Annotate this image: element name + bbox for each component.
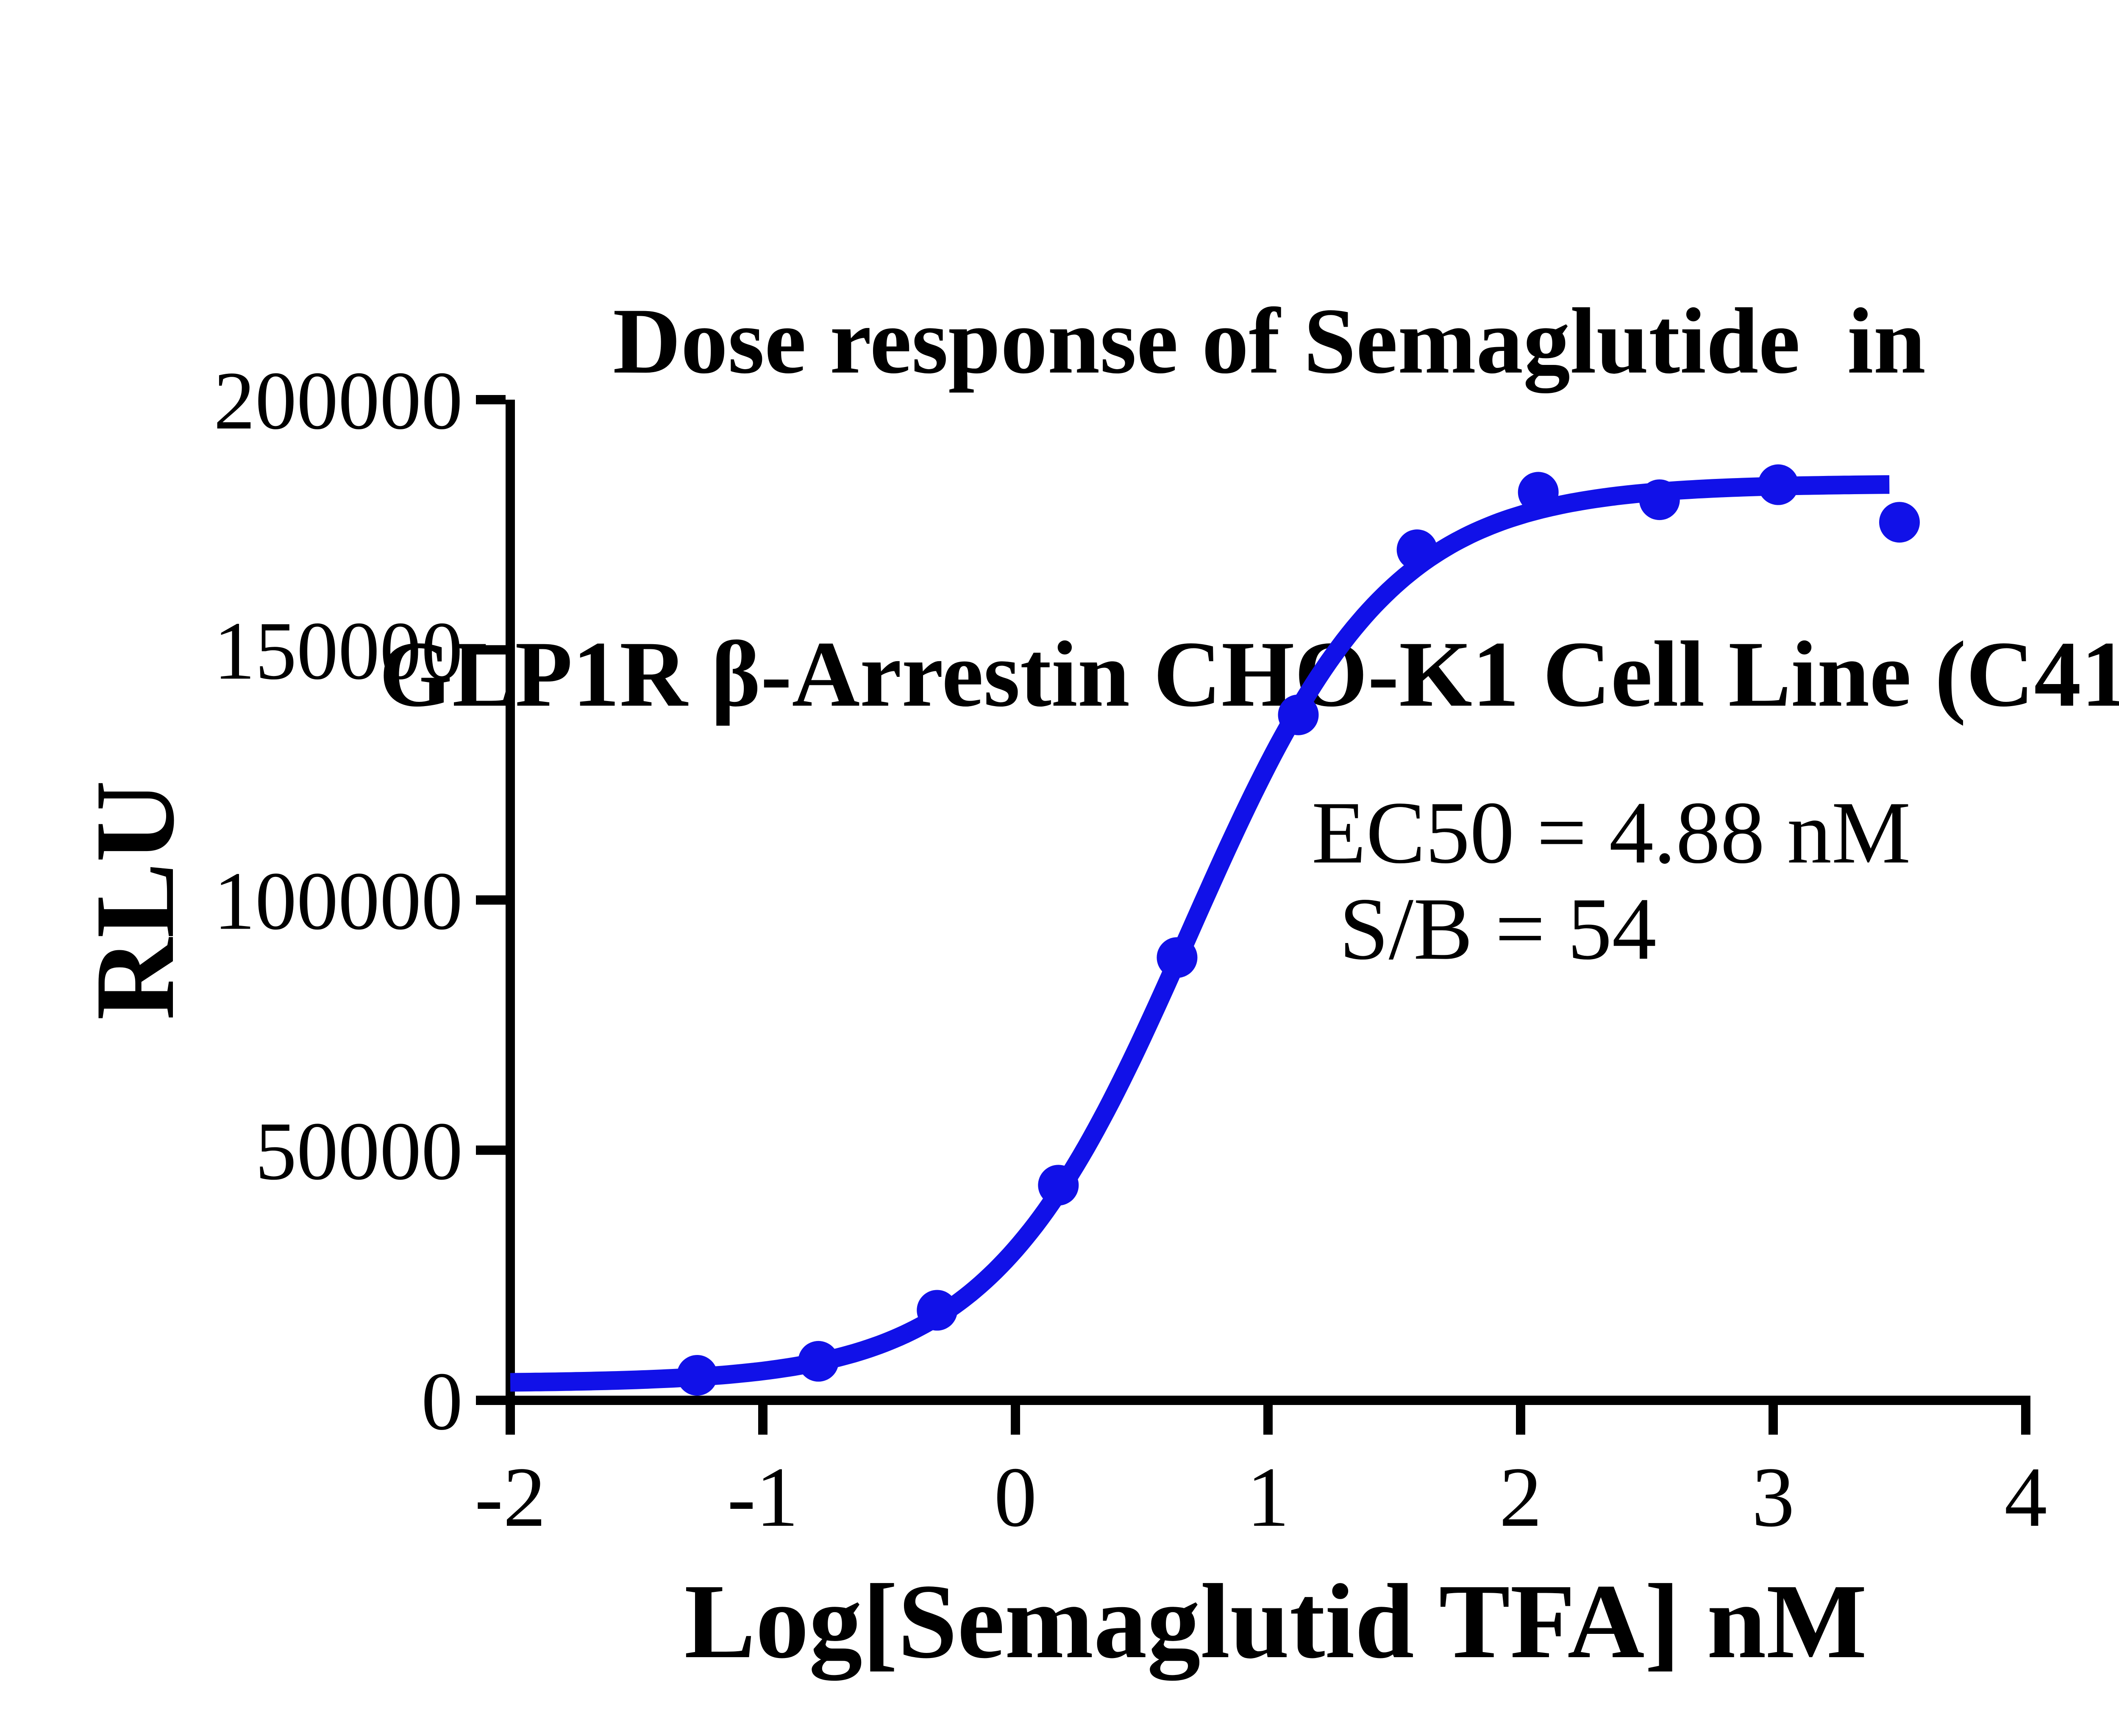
- data-point: [1518, 472, 1559, 513]
- data-point: [1396, 529, 1438, 570]
- chart-title-line1: Dose response of Semaglutide in: [613, 289, 1926, 393]
- data-point: [1757, 464, 1799, 505]
- data-point: [917, 1290, 958, 1331]
- data-point: [798, 1341, 839, 1382]
- x-tick-label: 2: [1499, 1449, 1542, 1544]
- x-axis-title: Log[Semaglutid TFA] nM: [684, 1562, 1867, 1680]
- data-point: [1639, 479, 1680, 520]
- data-point: [677, 1355, 718, 1396]
- data-point: [1038, 1165, 1079, 1206]
- x-tick-label: 4: [2005, 1449, 2047, 1544]
- x-tick-label: -2: [475, 1449, 546, 1544]
- data-point: [1157, 937, 1198, 978]
- chart-title-line2: GLP1R β-Arrestin CHO-K1 Cell Line (C41): [379, 622, 2119, 726]
- y-tick-label: 150000: [214, 605, 463, 697]
- x-tick-label: 3: [1752, 1449, 1795, 1544]
- ec50-annotation: EC50 = 4.88 nM: [1312, 784, 1911, 882]
- y-tick-label: 100000: [214, 855, 463, 947]
- chart-title: Dose response of Semaglutide in GLP1R β-…: [254, 64, 2119, 952]
- y-tick-label: 0: [421, 1355, 463, 1447]
- sb-annotation: S/B = 54: [1339, 880, 1657, 978]
- x-tick-label: 1: [1247, 1449, 1290, 1544]
- x-tick-label: -1: [727, 1449, 798, 1544]
- x-tick-label: 0: [994, 1449, 1037, 1544]
- fit-curve: [506, 475, 1894, 1392]
- y-tick-label: 50000: [255, 1105, 463, 1197]
- data-point: [1879, 502, 1920, 543]
- data-point: [1278, 694, 1319, 735]
- y-tick-label: 200000: [214, 355, 463, 447]
